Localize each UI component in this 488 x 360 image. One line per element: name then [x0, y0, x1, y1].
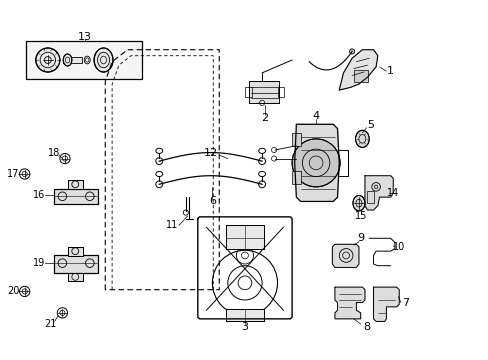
- Text: 15: 15: [354, 211, 366, 221]
- Ellipse shape: [63, 54, 72, 66]
- Polygon shape: [334, 287, 364, 319]
- Text: 6: 6: [208, 197, 216, 206]
- Bar: [67, 180, 83, 189]
- Polygon shape: [339, 50, 377, 90]
- Text: 11: 11: [165, 220, 178, 230]
- Polygon shape: [332, 244, 358, 267]
- Text: 14: 14: [386, 188, 399, 198]
- Text: 7: 7: [401, 298, 408, 307]
- Text: 13: 13: [78, 32, 92, 42]
- Text: 17: 17: [7, 169, 20, 179]
- Ellipse shape: [355, 130, 368, 148]
- Ellipse shape: [352, 195, 364, 211]
- Text: 4: 4: [312, 111, 319, 121]
- Text: 19: 19: [33, 258, 45, 268]
- Bar: [67, 247, 83, 256]
- Polygon shape: [294, 124, 339, 202]
- Polygon shape: [364, 176, 392, 210]
- Text: 16: 16: [33, 190, 45, 201]
- Circle shape: [349, 49, 354, 54]
- Bar: [67, 180, 83, 189]
- Ellipse shape: [94, 48, 113, 72]
- Polygon shape: [373, 287, 398, 321]
- Text: 20: 20: [7, 287, 20, 296]
- Bar: [67, 247, 83, 256]
- Bar: [291, 133, 300, 146]
- Text: 10: 10: [392, 242, 405, 252]
- Bar: [249, 81, 279, 103]
- Text: 8: 8: [363, 321, 369, 332]
- Text: 3: 3: [241, 323, 248, 332]
- Bar: [244, 87, 251, 97]
- Bar: [277, 87, 284, 97]
- Bar: [54, 189, 98, 204]
- Circle shape: [291, 139, 339, 187]
- Bar: [225, 309, 264, 320]
- Text: 18: 18: [48, 148, 60, 158]
- Text: 21: 21: [44, 319, 57, 329]
- Bar: [291, 171, 300, 184]
- Text: 12: 12: [203, 148, 217, 158]
- Bar: [67, 273, 83, 281]
- Text: 5: 5: [366, 120, 374, 130]
- Bar: [54, 256, 98, 273]
- Bar: [225, 225, 264, 248]
- Text: 9: 9: [356, 233, 364, 243]
- Text: 1: 1: [386, 66, 393, 76]
- Bar: [366, 191, 373, 203]
- Text: 2: 2: [261, 113, 268, 123]
- Bar: [67, 273, 83, 281]
- Bar: [353, 70, 367, 82]
- Circle shape: [36, 48, 60, 72]
- Bar: [63, 58, 82, 63]
- Bar: [54, 256, 98, 273]
- Bar: [249, 81, 279, 103]
- Bar: [54, 189, 98, 204]
- Bar: [26, 41, 142, 79]
- Bar: [225, 309, 264, 320]
- Bar: [225, 225, 264, 248]
